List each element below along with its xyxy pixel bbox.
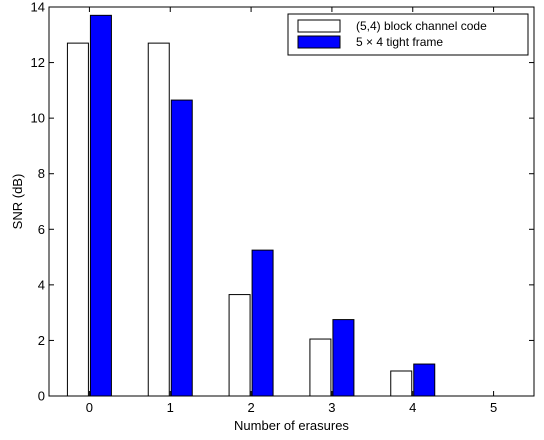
bar-series0-cat4	[390, 370, 413, 397]
y-axis: 0 2 4 6 8 10 12 14	[31, 0, 534, 404]
y-tick-label: 12	[31, 55, 45, 70]
y-tick-label: 2	[38, 333, 45, 348]
legend-swatch-tight-frame	[297, 35, 341, 49]
bar-series0-cat0	[66, 42, 89, 397]
legend-label-tight-frame: 5 × 4 tight frame	[356, 35, 443, 49]
x-tick-label: 4	[409, 400, 416, 415]
y-tick-label: 10	[31, 111, 45, 126]
bar-series1-cat3	[332, 319, 355, 397]
bar-series0-cat3	[309, 338, 332, 397]
bars-group	[66, 14, 436, 397]
y-tick-label: 4	[38, 277, 45, 292]
x-tick-label: 3	[328, 400, 335, 415]
y-tick-label: 14	[31, 0, 45, 15]
bar-series0-cat1	[147, 42, 170, 397]
legend: (5,4) block channel code 5 × 4 tight fra…	[287, 13, 529, 56]
x-tick-label: 0	[86, 400, 93, 415]
x-axis-label: Number of erasures	[234, 418, 349, 433]
bar-series1-cat0	[89, 14, 112, 397]
plot-frame	[48, 6, 535, 397]
y-axis-label: SNR (dB)	[10, 174, 25, 230]
x-tick-label: 2	[247, 400, 254, 415]
x-tick-label: 5	[490, 400, 497, 415]
x-tick-label: 1	[167, 400, 174, 415]
bar-series1-cat4	[413, 363, 436, 397]
y-tick-label: 6	[38, 222, 45, 237]
bar-series0-cat2	[228, 294, 251, 397]
x-axis: 0 1 2 3 4 5	[86, 7, 497, 415]
bar-series1-cat1	[170, 99, 193, 397]
y-tick-label: 8	[38, 166, 45, 181]
legend-label-block-code: (5,4) block channel code	[356, 19, 487, 33]
y-tick-label: 0	[38, 389, 45, 404]
bar-series1-cat2	[251, 249, 274, 397]
legend-swatch-block-code	[297, 19, 341, 33]
